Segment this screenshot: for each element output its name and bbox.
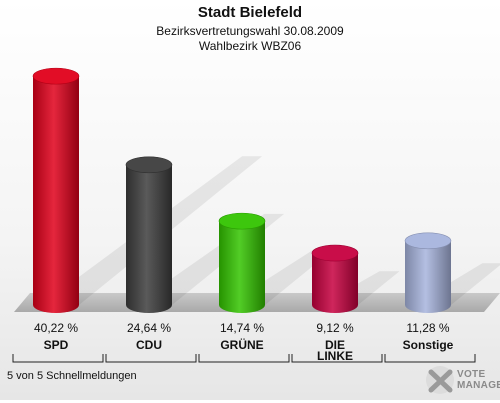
category-label: LINKE	[317, 349, 353, 363]
logo-text-vote: VOTE	[457, 369, 486, 380]
axis-bracket	[384, 354, 476, 363]
chart-title: Stadt Bielefeld	[197, 4, 303, 21]
bar-top	[311, 244, 359, 262]
axis-bracket	[105, 354, 197, 363]
bar-gr-ne	[219, 221, 265, 313]
logo-text-manager: MANAGER	[457, 380, 500, 391]
category-label: CDU	[136, 338, 162, 352]
bar-cdu	[126, 164, 172, 313]
bar-top	[218, 212, 266, 230]
bar-top	[404, 232, 452, 250]
value-label: 11,28 %	[406, 321, 449, 335]
vote-manager-x-icon	[426, 366, 454, 394]
bar-die-linke	[312, 253, 358, 313]
category-label: GRÜNE	[220, 337, 263, 352]
report-status: 5 von 5 Schnellmeldungen	[7, 370, 137, 382]
bar-top	[125, 156, 173, 174]
value-label: 14,74 %	[220, 321, 264, 335]
vote-manager-logo: VOTE MANAGER	[424, 362, 500, 398]
chart-subtitle: Bezirksvertretungswahl 30.08.2009	[156, 24, 344, 38]
axis-bracket	[291, 354, 383, 363]
bar-spd	[33, 76, 79, 313]
category-label: Sonstige	[403, 338, 454, 352]
axis-bracket	[12, 354, 104, 363]
bar-top	[32, 67, 80, 85]
chart-subtitle-district: Wahlbezirk WBZ06	[198, 39, 302, 53]
category-label: SPD	[44, 338, 69, 352]
value-label: 40,22 %	[34, 321, 78, 335]
bar-sonstige	[405, 240, 451, 313]
value-label: 24,64 %	[127, 321, 171, 335]
category-label: DIE	[325, 338, 345, 352]
axis-bracket	[198, 354, 290, 363]
value-label: 9,12 %	[316, 321, 354, 335]
